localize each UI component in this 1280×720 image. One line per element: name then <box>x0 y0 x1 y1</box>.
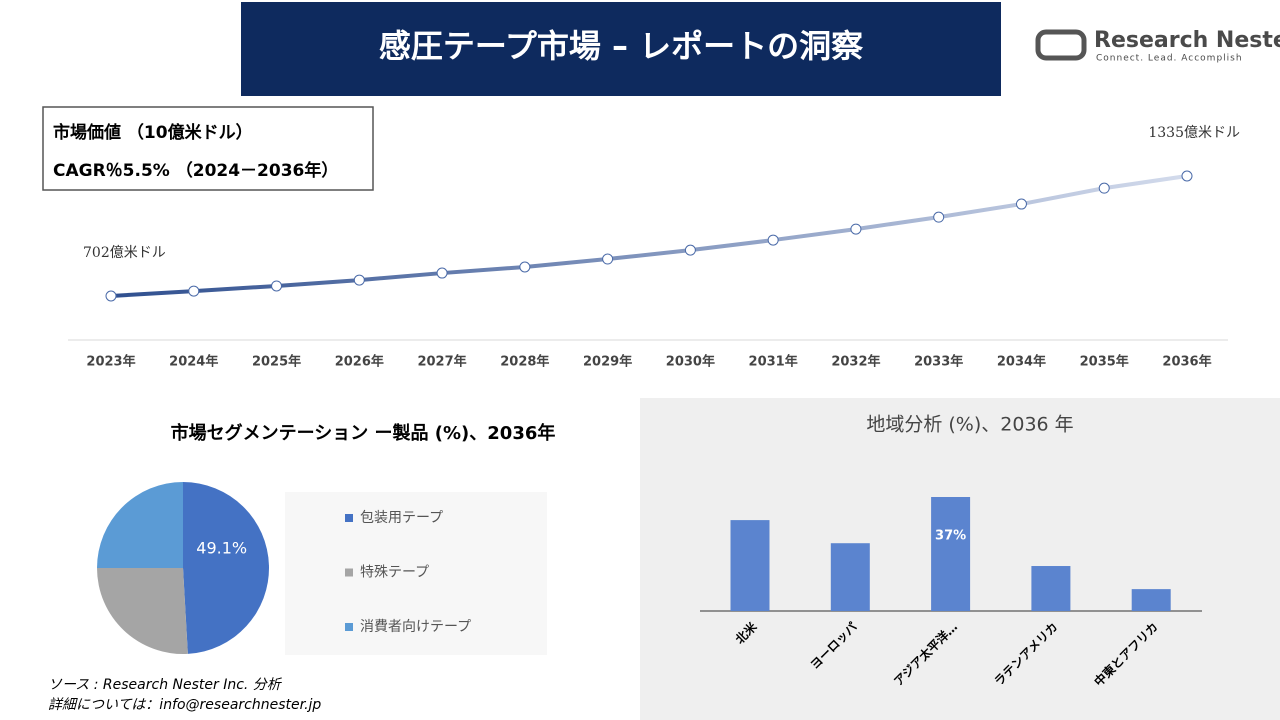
legend-swatch <box>345 623 353 631</box>
point <box>933 211 945 223</box>
x-tick-label: 2024年 <box>169 354 218 370</box>
logo-tagline: Connect. Lead. Accomplish <box>1096 54 1243 64</box>
point <box>105 290 117 302</box>
logo-name: Research Nester <box>1094 28 1280 53</box>
x-tick-label: 2028年 <box>500 354 549 370</box>
x-tick-label: 2025年 <box>252 354 301 370</box>
x-tick-label: 2035年 <box>1080 354 1129 370</box>
point <box>188 285 200 297</box>
point <box>353 274 365 286</box>
point <box>1098 182 1110 194</box>
bar <box>830 543 870 611</box>
legend-label: 包装用テープ <box>360 510 443 526</box>
bar <box>931 497 971 611</box>
point <box>767 234 779 246</box>
value-label: 702億米ドル <box>83 245 166 261</box>
pie-title: 市場セグメンテーション ー製品 (%)、2036年 <box>171 422 556 444</box>
pie-slice <box>97 482 183 568</box>
point <box>1015 198 1027 210</box>
point <box>602 253 614 265</box>
legend-label: 特殊テープ <box>360 565 429 581</box>
info-box <box>42 106 374 191</box>
x-tick-label: 2026年 <box>335 354 384 370</box>
x-tick-label: 2031年 <box>749 354 798 370</box>
x-tick-label: 2023年 <box>86 354 135 370</box>
bar <box>1131 589 1171 611</box>
x-tick-label: 2027年 <box>417 354 466 370</box>
pie-slice <box>183 482 270 654</box>
legend-box <box>285 492 547 655</box>
legend-swatch <box>345 514 353 522</box>
legend-label: 消費者向けテープ <box>360 619 471 635</box>
point <box>1181 170 1193 182</box>
value-label: 49.1% <box>196 538 247 557</box>
source: ソース : Research Nester Inc. 分析 <box>48 677 283 693</box>
x-tick-label: 2030年 <box>666 354 715 370</box>
pie-slice <box>97 568 188 654</box>
point <box>436 267 448 279</box>
info-line: CAGR％5.5% （2024－2036年） <box>53 160 338 181</box>
point <box>684 244 696 256</box>
value-label: 1335億米ドル <box>1148 125 1240 141</box>
x-tick-label: 2029年 <box>583 354 632 370</box>
bar <box>730 520 770 611</box>
x-tick-label: 2033年 <box>914 354 963 370</box>
line <box>110 174 1188 298</box>
info-line: 市場価値 （10億米ドル） <box>53 122 253 143</box>
point <box>519 261 531 273</box>
logo-icon <box>1035 29 1087 61</box>
legend-swatch <box>345 568 353 577</box>
bar-title: 地域分析 (%)、2036 年 <box>866 414 1073 436</box>
header-bar <box>241 2 1001 96</box>
value-label: 37% <box>935 529 966 544</box>
x-tick-label: 2032年 <box>831 354 880 370</box>
x-tick-label: 2034年 <box>997 354 1046 370</box>
point <box>850 223 862 235</box>
bar <box>1031 566 1071 611</box>
source: 詳細については：info@researchnester.jp <box>48 697 321 713</box>
point <box>271 280 283 292</box>
x-tick-label: 2036年 <box>1162 354 1211 370</box>
header-title: 感圧テープ市場 – レポートの洞察 <box>379 27 863 65</box>
